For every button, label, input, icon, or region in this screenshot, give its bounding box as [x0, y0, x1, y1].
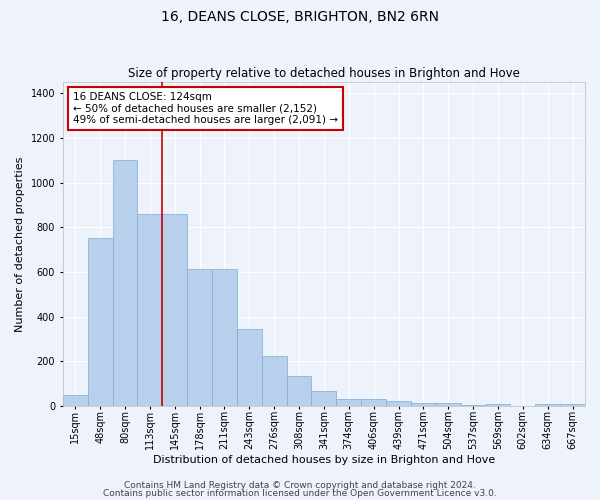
Bar [436, 403, 461, 406]
Bar [137, 214, 162, 406]
Bar [262, 356, 287, 406]
Bar [386, 402, 411, 406]
Bar [461, 405, 485, 406]
Bar [411, 403, 436, 406]
Text: 16, DEANS CLOSE, BRIGHTON, BN2 6RN: 16, DEANS CLOSE, BRIGHTON, BN2 6RN [161, 10, 439, 24]
Bar [337, 399, 361, 406]
Bar [212, 268, 237, 406]
Bar [88, 238, 113, 406]
Bar [361, 399, 386, 406]
Title: Size of property relative to detached houses in Brighton and Hove: Size of property relative to detached ho… [128, 66, 520, 80]
Bar [287, 376, 311, 406]
Text: Contains HM Land Registry data © Crown copyright and database right 2024.: Contains HM Land Registry data © Crown c… [124, 481, 476, 490]
Bar [162, 214, 187, 406]
Bar [535, 404, 560, 406]
X-axis label: Distribution of detached houses by size in Brighton and Hove: Distribution of detached houses by size … [153, 455, 495, 465]
Bar [113, 160, 137, 406]
Bar [560, 404, 585, 406]
Bar [485, 404, 511, 406]
Text: Contains public sector information licensed under the Open Government Licence v3: Contains public sector information licen… [103, 488, 497, 498]
Bar [311, 392, 337, 406]
Bar [63, 394, 88, 406]
Bar [187, 268, 212, 406]
Bar [237, 329, 262, 406]
Y-axis label: Number of detached properties: Number of detached properties [15, 156, 25, 332]
Text: 16 DEANS CLOSE: 124sqm
← 50% of detached houses are smaller (2,152)
49% of semi-: 16 DEANS CLOSE: 124sqm ← 50% of detached… [73, 92, 338, 125]
